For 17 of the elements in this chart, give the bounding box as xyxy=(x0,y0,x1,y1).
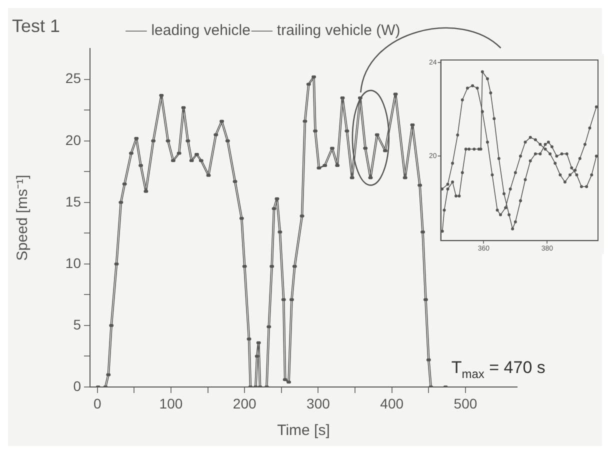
x-tick-label: 500 xyxy=(454,395,478,412)
y-tick-label: 0 xyxy=(73,378,82,394)
y-tick-label: 5 xyxy=(73,316,82,332)
x-tick-label: 0 xyxy=(93,395,102,412)
x-tick-label: 300 xyxy=(306,395,330,412)
x-tick-label: 100 xyxy=(159,395,183,412)
y-tick-label: 20 xyxy=(65,132,82,148)
y-tick-label: 15 xyxy=(65,193,82,210)
x-tick-label: 400 xyxy=(380,395,404,412)
x-tick-label: 200 xyxy=(232,395,256,412)
legend-label: leading vehicle xyxy=(151,22,250,40)
y-axis-title: Speed [ms⁻¹] xyxy=(14,174,32,261)
x-axis-title: Time [s] xyxy=(277,422,330,440)
chart-title: Test 1 xyxy=(12,16,60,36)
y-tick-label: 25 xyxy=(65,70,82,86)
y-tick-label: 10 xyxy=(65,254,82,271)
legend-label: trailing vehicle (W) xyxy=(276,22,400,40)
